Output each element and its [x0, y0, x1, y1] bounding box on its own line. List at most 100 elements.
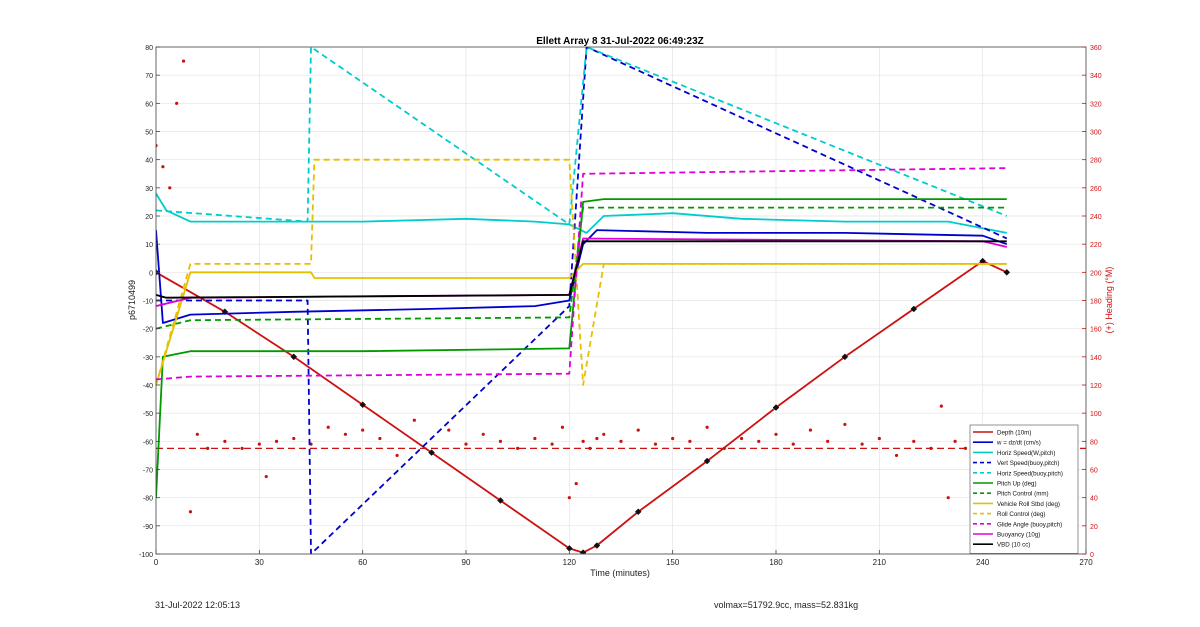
heading-point: [757, 439, 761, 443]
x-tick-label: 0: [154, 558, 159, 567]
legend-label-9: Glide Angle (buoy,pitch): [997, 521, 1062, 528]
heading-point: [395, 453, 399, 458]
series-line-6: [156, 206, 1007, 330]
heading-point: [195, 432, 199, 436]
series-marker-0: [290, 353, 298, 361]
heading-point: [378, 436, 382, 441]
heading-point: [619, 439, 623, 443]
x-tick-label: 30: [255, 558, 264, 567]
series-marker-0: [634, 508, 642, 516]
heading-point: [257, 442, 261, 446]
y-tick-label-left: 0: [149, 270, 153, 277]
heading-point: [516, 446, 520, 450]
legend-label-7: Vehicle Roll Stbd (deg): [997, 501, 1060, 508]
y-tick-label-right: 320: [1090, 101, 1102, 108]
heading-point: [550, 442, 554, 446]
heading-point: [636, 428, 640, 432]
x-tick-label: 210: [873, 558, 887, 567]
heading-point: [361, 428, 365, 432]
series-marker-0: [579, 549, 587, 554]
series-marker-0: [593, 542, 601, 549]
heading-point: [498, 439, 503, 443]
heading-point: [826, 439, 830, 443]
y-tick-label-right: 300: [1090, 130, 1102, 137]
grid: [155, 46, 1087, 555]
heading-point: [939, 404, 943, 408]
heading-point: [774, 432, 778, 436]
y-tick-label-right: 20: [1090, 524, 1098, 531]
y-tick-label-right: 140: [1090, 355, 1102, 362]
heading-point: [161, 165, 165, 169]
heading-point: [240, 446, 244, 450]
y-tick-label-right: 60: [1090, 468, 1098, 475]
heading-point: [877, 436, 881, 441]
legend-box: [969, 424, 1079, 554]
y-tick-label-right: 340: [1090, 73, 1102, 80]
legend-label-0: Depth (10m): [997, 430, 1031, 437]
y-tick-label-left: -90: [143, 524, 153, 531]
y-tick-label-left: 20: [145, 214, 153, 221]
x-tick-label: 60: [358, 558, 367, 567]
heading-point: [581, 439, 585, 443]
heading-point: [574, 481, 578, 486]
series-marker-0: [772, 404, 780, 411]
y-tick-label-right: 360: [1090, 45, 1102, 52]
y-tick-label-right: 180: [1090, 299, 1102, 306]
series-marker-0: [359, 401, 367, 409]
legend-label-1: w = dz/dt (cm/s): [996, 440, 1041, 447]
x-tick-label: 150: [666, 558, 680, 567]
legend-label-8: Roll Control (deg): [997, 511, 1046, 518]
x-tick-label: 120: [563, 558, 577, 567]
series-line-9: [156, 167, 1007, 381]
heading-point: [206, 446, 210, 450]
heading-point: [326, 425, 330, 429]
legend-label-6: Pitch Control (mm): [997, 491, 1049, 498]
series-marker-0: [428, 449, 435, 456]
series-line-0: [156, 260, 1008, 554]
heading-point: [264, 474, 268, 479]
heading-point: [602, 432, 606, 436]
y-tick-label-right: 120: [1090, 383, 1102, 390]
heading-point: [343, 432, 348, 436]
y-tick-label-right: 200: [1090, 270, 1102, 277]
heading-point: [912, 439, 916, 443]
y-tick-label-left: -10: [143, 299, 153, 306]
x-tick-label: 90: [462, 558, 471, 567]
heading-point: [533, 436, 537, 441]
y-tick-label-left: 30: [145, 186, 153, 193]
y-tick-label-left: -40: [143, 383, 153, 390]
y-tick-label-left: -30: [143, 355, 153, 362]
heading-point: [739, 436, 744, 441]
footer-timestamp: 31-Jul-2022 12:05:13: [155, 600, 240, 610]
x-tick-label: 240: [976, 558, 990, 567]
heading-point: [808, 428, 813, 432]
y-tick-label-left: 50: [145, 130, 153, 137]
y-tick-label-right: 160: [1090, 327, 1102, 334]
heading-point: [595, 436, 599, 441]
legend: Depth (10m) w = dz/dt (cm/s) Horiz Speed(W…: [969, 424, 1079, 554]
series-layer: [156, 47, 1086, 554]
y-tick-label-left: -100: [139, 552, 153, 559]
y-tick-label-left: 70: [145, 73, 153, 80]
y-tick-label-left: -50: [143, 411, 153, 418]
y-tick-label-left: -60: [143, 439, 153, 446]
heading-point: [168, 186, 172, 190]
y-tick-label-right: 280: [1090, 158, 1102, 165]
heading-point: [175, 101, 179, 105]
y-tick-label-left: 80: [145, 45, 153, 52]
heading-point: [588, 446, 592, 450]
heading-point: [274, 439, 279, 443]
heading-point: [843, 422, 847, 427]
series-line-1: [156, 229, 1008, 324]
series-marker-0: [841, 353, 849, 361]
heading-point: [791, 442, 795, 446]
heading-point: [705, 425, 709, 429]
chart-title: Ellett Array 8 31-Jul-2022 06:49:23Z: [536, 36, 704, 47]
y-tick-label-left: 10: [145, 242, 153, 249]
y-tick-label-left: -20: [143, 327, 153, 334]
series-line-4: [156, 47, 1008, 226]
y-tick-label-left: 60: [145, 101, 153, 108]
legend-label-3: Vert Speed(buoy,pitch): [997, 460, 1059, 467]
